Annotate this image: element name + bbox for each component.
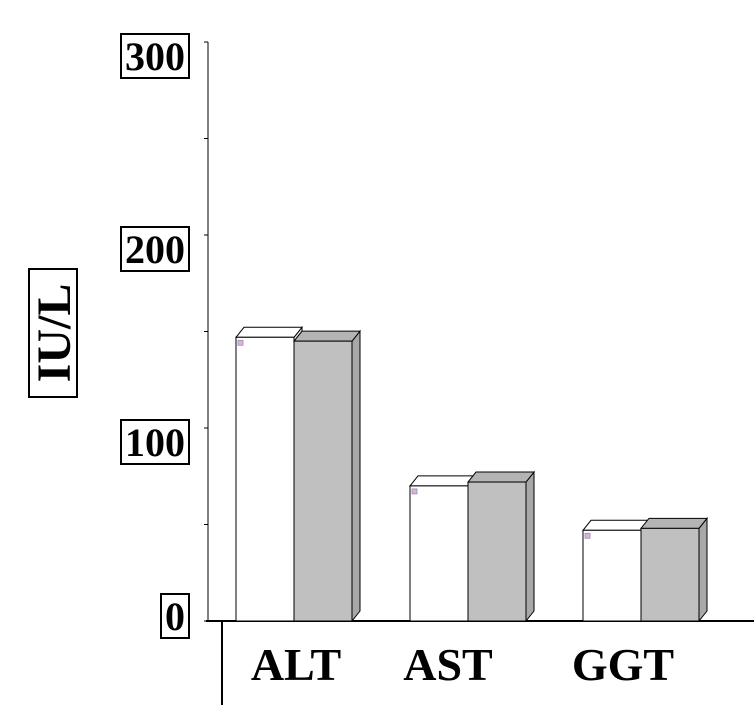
bar-alt-series-2 (292, 329, 362, 623)
category-label-ast: AST (403, 639, 492, 690)
bar-front (293, 340, 353, 622)
bars (234, 325, 709, 623)
y-tick-label-box (120, 419, 190, 465)
bar-ggt-series-1 (581, 518, 651, 623)
bar-front (640, 527, 700, 622)
bar-ast-series-2 (466, 470, 536, 623)
y-tick-label-group: 0 (160, 593, 190, 639)
y-axis-label-group: IU/L (28, 268, 81, 398)
bar-front (235, 336, 295, 622)
y-tick-label-group: 100 (120, 419, 190, 465)
category-label-ggt: GGT (572, 639, 674, 690)
bar-top (639, 517, 709, 529)
y-tick-label: 0 (165, 594, 185, 639)
bar-top (466, 471, 536, 483)
bar-side (698, 516, 708, 623)
bar-top (234, 326, 304, 338)
y-ticks (204, 41, 208, 622)
y-tick-label-group: 200 (120, 226, 190, 272)
y-axis-label-box (28, 268, 78, 398)
y-tick-label-box (120, 226, 190, 272)
bar-alt-series-1 (234, 325, 304, 623)
y-tick-labels: 0 100 200 300 (120, 33, 190, 639)
y-tick-label: 100 (125, 420, 185, 465)
y-tick-label-box (160, 593, 190, 639)
bar-top (292, 330, 362, 342)
bar-side (351, 329, 361, 623)
bar-front (582, 529, 642, 622)
y-tick-label-group: 300 (120, 33, 190, 79)
bar-front (409, 485, 469, 622)
bar-side (525, 470, 535, 623)
bar-top (408, 475, 478, 487)
bar-marker (584, 532, 591, 539)
category-label-alt: ALT (251, 639, 341, 690)
bar-ast-series-1 (408, 474, 478, 623)
y-tick-label: 200 (125, 227, 185, 272)
bar-marker (411, 488, 418, 495)
y-axis-label: IU/L (28, 284, 81, 383)
bar-marker (237, 339, 244, 346)
y-tick-label: 300 (125, 34, 185, 79)
bar-ggt-series-2 (639, 516, 709, 623)
category-labels: ALT AST GGT (251, 639, 674, 690)
bar-front (467, 481, 527, 622)
y-tick-label-box (120, 33, 190, 79)
bar-top (581, 519, 651, 531)
